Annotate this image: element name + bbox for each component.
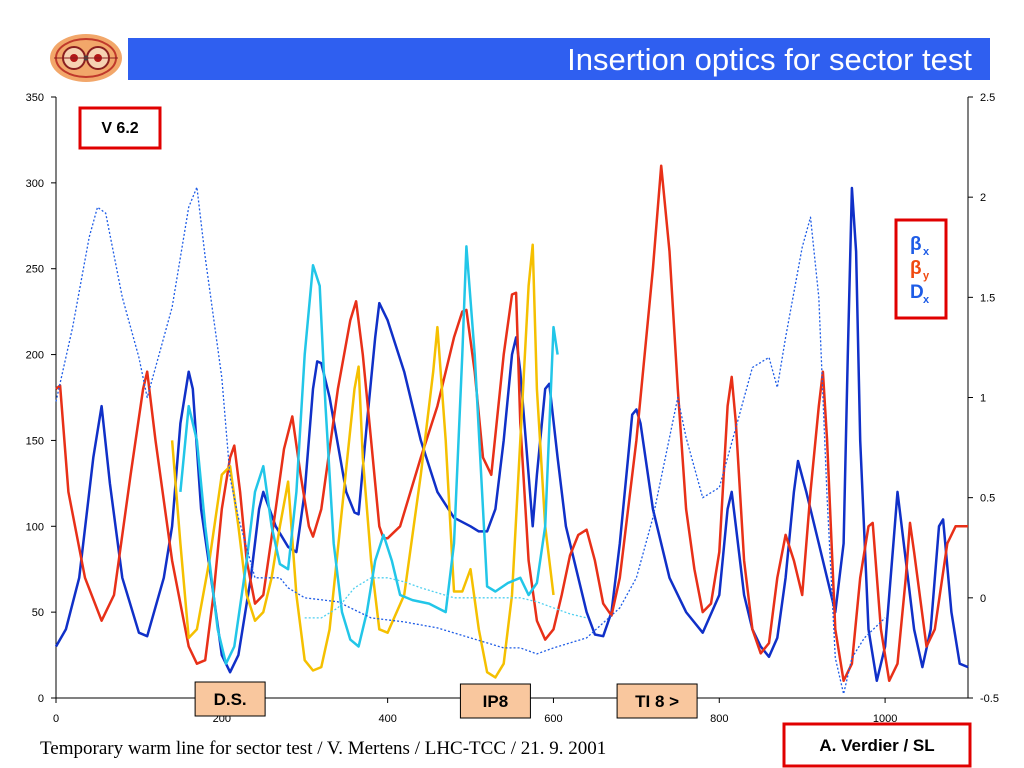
series-line-6 xyxy=(304,577,587,619)
region-box-1 xyxy=(194,681,266,717)
region-label-2: IP8 xyxy=(483,692,509,711)
legend-box xyxy=(894,218,948,320)
x-tick-label: 800 xyxy=(710,713,728,725)
lhc-logo xyxy=(48,32,124,84)
region-label-3: TI 8 > xyxy=(635,692,679,711)
series-line-2 xyxy=(55,164,968,683)
legend-symbol-1: β xyxy=(910,234,922,255)
title-bar: Insertion optics for sector test xyxy=(128,38,990,80)
y2-tick-label: 0.5 xyxy=(980,493,995,505)
region-box-3 xyxy=(616,683,698,719)
legend-symbol-3: D xyxy=(910,282,924,303)
y-tick-label: 50 xyxy=(32,607,44,619)
x-tick-label: 0 xyxy=(53,713,59,725)
y-tick-label: 350 xyxy=(26,92,44,104)
y-tick-label: 200 xyxy=(26,350,44,362)
x-tick-label: 400 xyxy=(378,713,396,725)
series-line-4 xyxy=(179,245,559,665)
y2-tick-label: 0 xyxy=(980,593,986,605)
legend-subscript-3: x xyxy=(923,294,930,306)
y2-tick-label: 1.5 xyxy=(980,292,995,304)
y-tick-label: 100 xyxy=(26,521,44,533)
legend-symbol-2: β xyxy=(910,258,922,279)
y-tick-label: 300 xyxy=(26,178,44,190)
x-tick-label: 600 xyxy=(544,713,562,725)
author-box xyxy=(782,722,972,768)
version-box xyxy=(78,106,162,150)
x-tick-label: 1000 xyxy=(873,713,897,725)
y-tick-label: 250 xyxy=(26,264,44,276)
series-line-1 xyxy=(54,186,969,683)
y2-tick-label: -0.5 xyxy=(980,693,999,705)
region-label-1: D.S. xyxy=(214,690,247,709)
series-line-5 xyxy=(55,186,886,695)
slide-title: Insertion optics for sector test xyxy=(567,42,972,77)
series-line-3 xyxy=(170,243,555,679)
y2-tick-label: 1 xyxy=(980,393,986,405)
region-box-2 xyxy=(459,683,531,719)
version-label: V 6.2 xyxy=(101,120,138,137)
y2-tick-label: 2 xyxy=(980,192,986,204)
y-tick-label: 150 xyxy=(26,435,44,447)
y2-tick-label: 2.5 xyxy=(980,92,995,104)
y-tick-label: 0 xyxy=(38,693,44,705)
legend-subscript-1: x xyxy=(923,246,930,258)
author-label: A. Verdier / SL xyxy=(819,736,934,755)
legend-subscript-2: y xyxy=(923,270,930,282)
footer-text: Temporary warm line for sector test / V.… xyxy=(40,738,607,759)
